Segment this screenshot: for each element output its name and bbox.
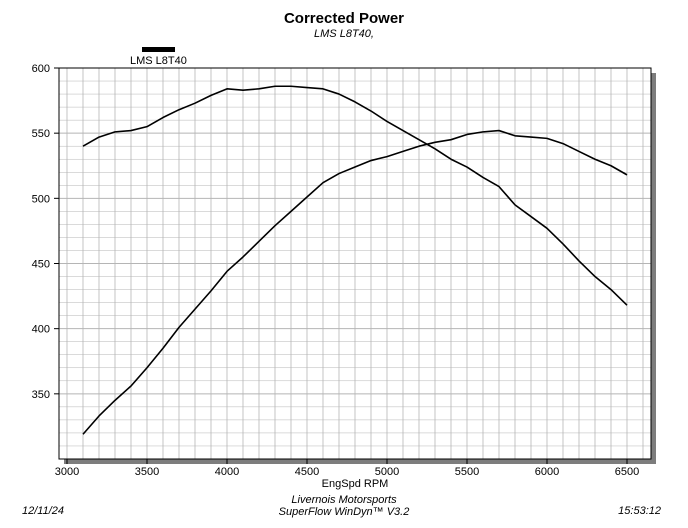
y-tick-label: 550 [32, 128, 50, 140]
y-tick-label: 450 [32, 259, 50, 271]
x-tick-label: 3500 [135, 466, 159, 478]
x-tick-label: 6000 [535, 466, 559, 478]
chart-subtitle: LMS L8T40, [314, 28, 374, 40]
x-axis-label: EngSpd RPM [322, 478, 389, 490]
y-tick-label: 500 [32, 193, 50, 205]
x-tick-label: 3000 [55, 466, 79, 478]
x-tick-label: 6500 [615, 466, 639, 478]
series-line-upper [82, 85, 628, 306]
x-tick-label: 5000 [375, 466, 399, 478]
series-line-lower [82, 129, 628, 435]
footer-time: 15:53:12 [618, 505, 661, 517]
legend-label: LMS L8T40 [130, 55, 187, 67]
x-tick-label: 4500 [295, 466, 319, 478]
x-tick-label: 5500 [455, 466, 479, 478]
footer-date: 12/11/24 [22, 505, 65, 517]
footer-company: Livernois Motorsports [291, 494, 397, 506]
y-tick-label: 600 [32, 63, 50, 75]
y-tick-label: 350 [32, 389, 50, 401]
chart-title: Corrected Power [283, 10, 405, 27]
y-tick-label: 400 [32, 324, 50, 336]
footer-software: SuperFlow WinDyn™ V3.2 [278, 506, 410, 518]
legend-swatch [142, 47, 175, 52]
x-tick-label: 4000 [215, 466, 239, 478]
